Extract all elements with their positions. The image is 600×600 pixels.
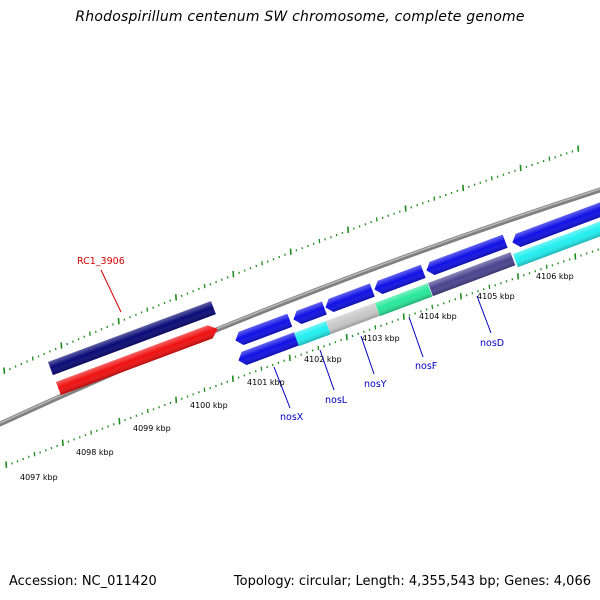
accession-label: Accession: NC_011420 <box>9 574 157 589</box>
gene-label-nosD[interactable]: nosD <box>480 338 504 349</box>
gene-label-nosY[interactable]: nosY <box>364 379 387 390</box>
scale-label-4099: 4099 kbp <box>133 424 171 433</box>
upper-tick-row <box>3 145 580 374</box>
scale-label-4102: 4102 kbp <box>304 355 342 364</box>
scale-label-4101: 4101 kbp <box>247 378 285 387</box>
gene-label-nosL[interactable]: nosL <box>325 395 348 406</box>
gene-rc1-3906[interactable] <box>47 301 216 376</box>
chromosome-backbone <box>0 187 600 427</box>
gene-upper-3[interactable] <box>323 283 375 314</box>
gene-nosL[interactable] <box>294 321 331 347</box>
gene-nosF[interactable] <box>375 283 433 317</box>
gene-label-nosX[interactable]: nosX <box>280 412 304 423</box>
gene-upper-1[interactable] <box>233 313 293 347</box>
gene-upper-5[interactable] <box>424 234 508 278</box>
scale-label-4098: 4098 kbp <box>76 448 114 457</box>
gene-nosX[interactable] <box>236 332 299 367</box>
lower-tick-row <box>5 248 600 468</box>
gene-upper-2[interactable] <box>291 301 327 326</box>
scale-label-4105: 4105 kbp <box>477 292 515 301</box>
gene-nosD[interactable] <box>428 252 516 297</box>
scale-label-4106: 4106 kbp <box>536 272 574 281</box>
gene-label-nosF[interactable]: nosF <box>415 361 437 372</box>
scale-label-4104: 4104 kbp <box>419 312 457 321</box>
gene-red-arrow[interactable] <box>56 322 220 396</box>
gene-cyan-right[interactable] <box>513 218 600 268</box>
scale-label-4097: 4097 kbp <box>20 473 58 482</box>
gene-nosY[interactable] <box>326 302 380 335</box>
scale-label-4100: 4100 kbp <box>190 401 228 410</box>
gene-upper-4[interactable] <box>372 264 426 296</box>
genome-summary: Topology: circular; Length: 4,355,543 bp… <box>233 574 591 589</box>
gene-label-rc1-3906[interactable]: RC1_3906 <box>77 256 125 267</box>
map-title: Rhodospirillum centenum SW chromosome, c… <box>75 9 525 25</box>
scale-label-4103: 4103 kbp <box>362 334 400 343</box>
gene-upper-6[interactable] <box>510 200 600 249</box>
